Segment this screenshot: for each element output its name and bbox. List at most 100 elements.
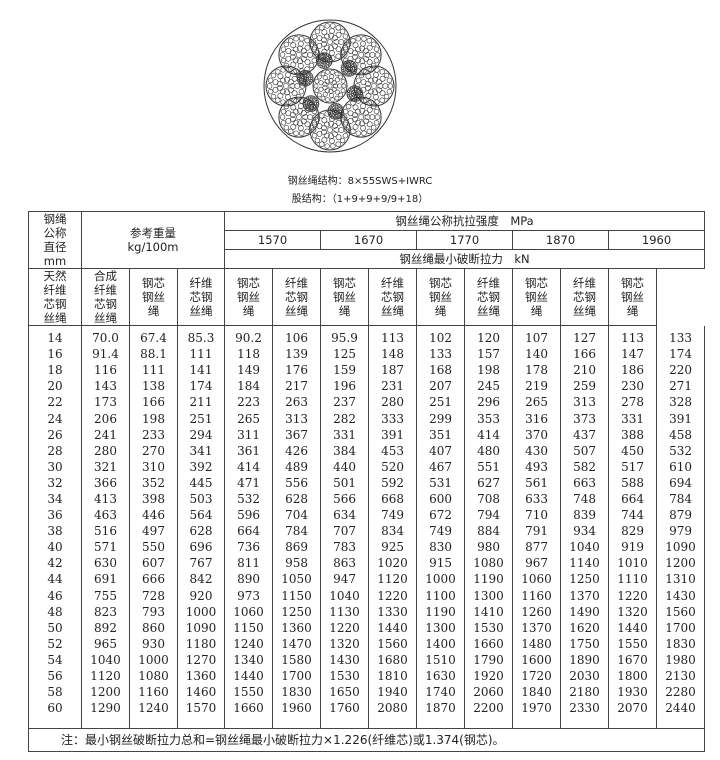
wire (277, 92, 284, 99)
wire (314, 137, 321, 144)
spacer-cell (656, 716, 706, 729)
diameter-cell: 34 (28, 490, 82, 508)
diameter-cell: 52 (28, 635, 82, 652)
value-cell: 628 (272, 490, 322, 508)
value-cell: 388 (608, 426, 658, 443)
subheader-line: 纤维 (573, 276, 597, 290)
value-cell: 316 (512, 410, 562, 427)
diameter-cell: 20 (28, 378, 82, 395)
wire (297, 58, 303, 65)
wire (308, 95, 312, 99)
subheader-line: 芯钢 (94, 297, 117, 311)
value-cell: 1240 (129, 700, 178, 717)
wire (369, 114, 376, 121)
value-cell: 333 (368, 410, 418, 427)
value-cell: 259 (560, 378, 610, 395)
wire (352, 85, 355, 89)
wire (348, 73, 352, 77)
wire (334, 95, 340, 101)
value-cell: 282 (320, 410, 370, 427)
wire (370, 103, 377, 110)
diameter-cell: 14 (28, 325, 82, 347)
value-cell: 1630 (416, 667, 466, 685)
wire (340, 78, 346, 84)
wire (310, 79, 313, 82)
value-cell: 351 (416, 426, 466, 443)
diameter-cell: 24 (28, 410, 82, 427)
value-cell: 139 (272, 346, 322, 363)
wire (350, 86, 353, 90)
strand (327, 103, 345, 120)
wire (382, 83, 389, 89)
table-row: 56 1120 1080 1360 1440 1700 1530 1810 1630 1920 17… (28, 667, 706, 685)
subheader-line: 绳 (242, 304, 255, 318)
wire (291, 90, 298, 97)
wire (306, 108, 309, 111)
wire (335, 141, 341, 147)
value-cell: 1090 (176, 619, 226, 636)
value-cell: 1580 (272, 651, 322, 668)
wire (310, 108, 314, 112)
wire (373, 57, 380, 64)
value-cell: 113 (608, 325, 658, 347)
strand (315, 52, 333, 69)
value-cell: 207 (416, 378, 466, 395)
wire (356, 95, 360, 98)
wire (302, 83, 306, 87)
wire (331, 104, 334, 107)
subheader-line: 丝绳 (43, 311, 67, 325)
wire (354, 83, 361, 89)
wire (330, 23, 336, 29)
wire (314, 106, 318, 110)
wire (350, 128, 356, 135)
diameter-cell: 54 (28, 651, 82, 668)
wire (304, 37, 310, 44)
value-cell: 493 (512, 458, 562, 475)
value-cell: 507 (560, 442, 610, 459)
table-row: 26 241 233 294 311 367 331 391 351 414 370 437 388 45… (28, 426, 706, 443)
weight-subheader: 合成 纤维 芯钢 丝绳 (81, 268, 130, 326)
value-cell: 211 (176, 394, 226, 411)
value-cell: 2200 (464, 700, 514, 717)
value-cell: 1550 (608, 635, 658, 652)
wire (287, 66, 294, 72)
value-cell: 437 (560, 426, 610, 443)
value-cell: 67.4 (129, 325, 178, 347)
wire (328, 112, 331, 115)
subheader-line: 纤维 (285, 276, 309, 290)
diameter-cell: 56 (28, 667, 82, 685)
wire (285, 48, 292, 54)
value-cell: 884 (464, 523, 514, 540)
wire (267, 77, 274, 84)
strand (278, 96, 320, 138)
wire (304, 121, 311, 128)
wire (342, 52, 348, 58)
value-cell: 1440 (224, 667, 274, 685)
wire (317, 63, 321, 67)
table-row: 46 755 728 920 973 1150 1040 1220 1100 1300 1160 13… (28, 587, 706, 604)
wire (360, 92, 363, 95)
value-cell: 331 (608, 410, 658, 427)
value-cell: 1110 (608, 571, 658, 588)
wire (356, 86, 360, 90)
wire (303, 76, 307, 80)
wire (303, 104, 307, 108)
wire (316, 42, 323, 49)
wire (355, 130, 361, 136)
value-cell: 440 (320, 458, 370, 475)
value-cell: 391 (656, 410, 706, 427)
grade-subheader: 纤维 芯钢 丝绳 (176, 268, 226, 326)
wire (318, 80, 324, 86)
value-cell: 458 (656, 426, 706, 443)
value-cell: 1010 (608, 555, 658, 572)
value-cell: 245 (464, 378, 514, 395)
table-row: 30 321 310 392 414 489 440 520 467 551 493 582 517 61… (28, 458, 706, 475)
wire (342, 132, 349, 139)
spacer-cell (368, 716, 418, 729)
wire (316, 92, 322, 98)
value-cell: 1050 (272, 571, 322, 588)
diameter-cell: 46 (28, 587, 82, 604)
wire (291, 97, 297, 103)
wire (387, 83, 394, 89)
wire (352, 62, 356, 66)
